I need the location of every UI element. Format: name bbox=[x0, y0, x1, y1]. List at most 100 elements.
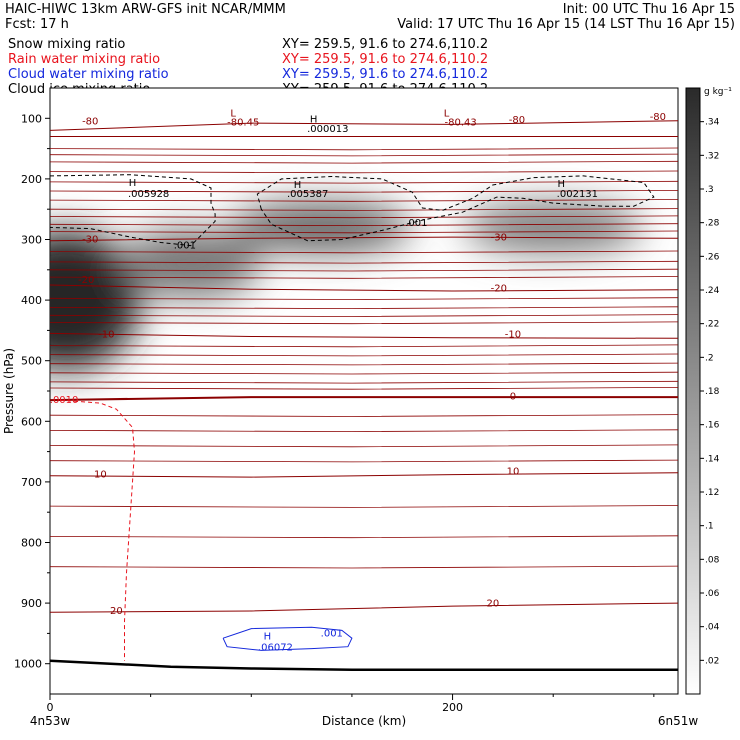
colorbar-tick-label: .26 bbox=[705, 252, 720, 262]
y-axis-label: Pressure (hPa) bbox=[2, 348, 16, 434]
temperature-isoline bbox=[50, 314, 678, 317]
terrain-line bbox=[50, 659, 678, 672]
contour-label: .06072 bbox=[258, 642, 293, 653]
temperature-contour bbox=[50, 602, 678, 613]
temperature-contour bbox=[50, 236, 678, 242]
contour-label: -10 bbox=[505, 330, 521, 341]
temperature-isoline bbox=[50, 250, 678, 254]
temperature-isoline bbox=[50, 444, 678, 448]
contour-label: H bbox=[294, 180, 302, 191]
temperature-isoline bbox=[50, 170, 678, 174]
contour-label: L bbox=[230, 108, 236, 119]
contour-label: .005387 bbox=[287, 189, 328, 200]
temperature-isoline bbox=[50, 297, 678, 300]
snow-maximum-blob bbox=[231, 202, 412, 253]
temperature-isoline bbox=[50, 380, 678, 384]
colorbar-gradient bbox=[685, 87, 701, 695]
contour-label: -80 bbox=[509, 115, 525, 126]
end-location-label: 6n51w bbox=[658, 714, 699, 728]
colorbar-tick-label: .2 bbox=[705, 353, 714, 363]
contour-label: -20 bbox=[491, 284, 507, 295]
temperature-isoline bbox=[50, 208, 678, 211]
mixing-ratio-contour bbox=[256, 175, 655, 242]
temperature-isoline bbox=[50, 362, 678, 366]
temperature-isoline bbox=[50, 153, 678, 157]
header-field-xy: XY= 259.5, 91.6 to 274.6,110.2 bbox=[282, 67, 488, 82]
contour-label: -80 bbox=[650, 112, 666, 123]
temperature-isoline bbox=[50, 268, 678, 272]
header-fcst: Fcst: 17 h bbox=[5, 17, 69, 32]
temperature-isoline bbox=[50, 565, 678, 569]
colorbar-tick-label: .14 bbox=[705, 454, 720, 464]
x-axis-label: Distance (km) bbox=[322, 714, 406, 728]
temperature-isoline bbox=[50, 199, 678, 202]
header-init: Init: 00 UTC Thu 16 Apr 15 bbox=[563, 2, 735, 17]
contour-label: .005928 bbox=[128, 189, 169, 200]
temperature-isoline bbox=[50, 180, 678, 184]
temperature-isoline bbox=[50, 344, 678, 348]
header-field-xy: XY= 259.5, 91.6 to 274.6,110.2 bbox=[282, 37, 488, 52]
y-axis: 100 200 300 400 500 600 700 800 900 1000 bbox=[14, 112, 50, 671]
temperature-contour bbox=[50, 332, 678, 339]
y-tick-label: 700 bbox=[21, 476, 42, 489]
snow-maximum-blob bbox=[463, 202, 644, 253]
terrain-surface bbox=[50, 659, 678, 672]
temperature-isoline bbox=[50, 276, 678, 279]
x-tick-label: 200 bbox=[442, 701, 463, 714]
colorbar-tick-label: .32 bbox=[705, 151, 719, 161]
header-title: HAIC-HIWC 13km ARW-GFS init NCAR/MMM bbox=[5, 2, 286, 17]
temperature-isoline bbox=[50, 260, 678, 264]
y-tick-label: 500 bbox=[21, 355, 42, 368]
contour-label: -10 bbox=[98, 330, 114, 341]
mixing-ratio-contour bbox=[60, 399, 136, 661]
y-tick-label: 900 bbox=[21, 597, 42, 610]
temperature-isoline bbox=[50, 147, 678, 151]
y-tick-label: 400 bbox=[21, 294, 42, 307]
y-tick-label: 600 bbox=[21, 415, 42, 428]
contour-labels: -80L-80.45L-80.43 -80 -80-30 -30-20-20-10 -1… bbox=[50, 108, 666, 653]
temperature-contour bbox=[50, 284, 678, 292]
temperature-isoline bbox=[50, 535, 678, 539]
contour-label: 20 bbox=[110, 606, 123, 617]
mixing-ratio-contour bbox=[222, 626, 353, 651]
contour-label: 10 bbox=[507, 467, 520, 478]
header-valid: Valid: 17 UTC Thu 16 Apr 15 (14 LST Thu … bbox=[397, 17, 735, 32]
x-axis: 0 200 bbox=[47, 694, 655, 714]
snow-shading bbox=[50, 202, 644, 371]
temperature-isoline bbox=[50, 223, 678, 227]
contour-label: L bbox=[444, 108, 450, 119]
snow-band bbox=[120, 228, 261, 299]
y-tick-label: 300 bbox=[21, 234, 42, 247]
contour-label: .000013 bbox=[307, 124, 348, 135]
contour-label: -30 bbox=[82, 235, 98, 246]
header-field-xy: XY= 259.5, 91.6 to 274.6,110.2 bbox=[282, 52, 488, 67]
temperature-isoline bbox=[50, 306, 678, 310]
colorbar-unit: g kg⁻¹ bbox=[704, 87, 732, 97]
colorbar-tick-label: .1 bbox=[705, 522, 714, 532]
temperature-isoline bbox=[50, 321, 678, 325]
y-tick-label: 100 bbox=[21, 112, 42, 125]
contour-label: 0 bbox=[510, 391, 516, 402]
snow-maximum-blob bbox=[50, 230, 142, 371]
y-tick-label: 200 bbox=[21, 173, 42, 186]
contour-label: H bbox=[310, 115, 318, 126]
temperature-contour bbox=[50, 472, 678, 478]
contour-label: .001 bbox=[405, 218, 427, 229]
temperature-contours bbox=[50, 120, 678, 613]
temperature-isoline bbox=[50, 230, 678, 234]
colorbar-tick-label: .08 bbox=[705, 555, 720, 565]
contour-label: -20 bbox=[78, 275, 94, 286]
temperature-isoline bbox=[50, 505, 678, 508]
temperature-isoline bbox=[50, 414, 678, 417]
contour-label: .0010 bbox=[50, 395, 79, 406]
colorbar-tick-label: .28 bbox=[705, 219, 720, 229]
contour-label: H bbox=[129, 178, 137, 189]
temperature-contour bbox=[50, 120, 678, 131]
colorbar: g kg⁻¹ .02 .04 .06 .08 .1 .12 .14 .16 .18 .2 .22 .2… bbox=[685, 87, 732, 695]
temperature-isoline bbox=[50, 459, 678, 463]
temperature-contour bbox=[50, 396, 678, 402]
header-field-name: Cloud water mixing ratio bbox=[8, 67, 169, 82]
y-tick-label: 800 bbox=[21, 537, 42, 550]
contour-label: -30 bbox=[491, 233, 507, 244]
